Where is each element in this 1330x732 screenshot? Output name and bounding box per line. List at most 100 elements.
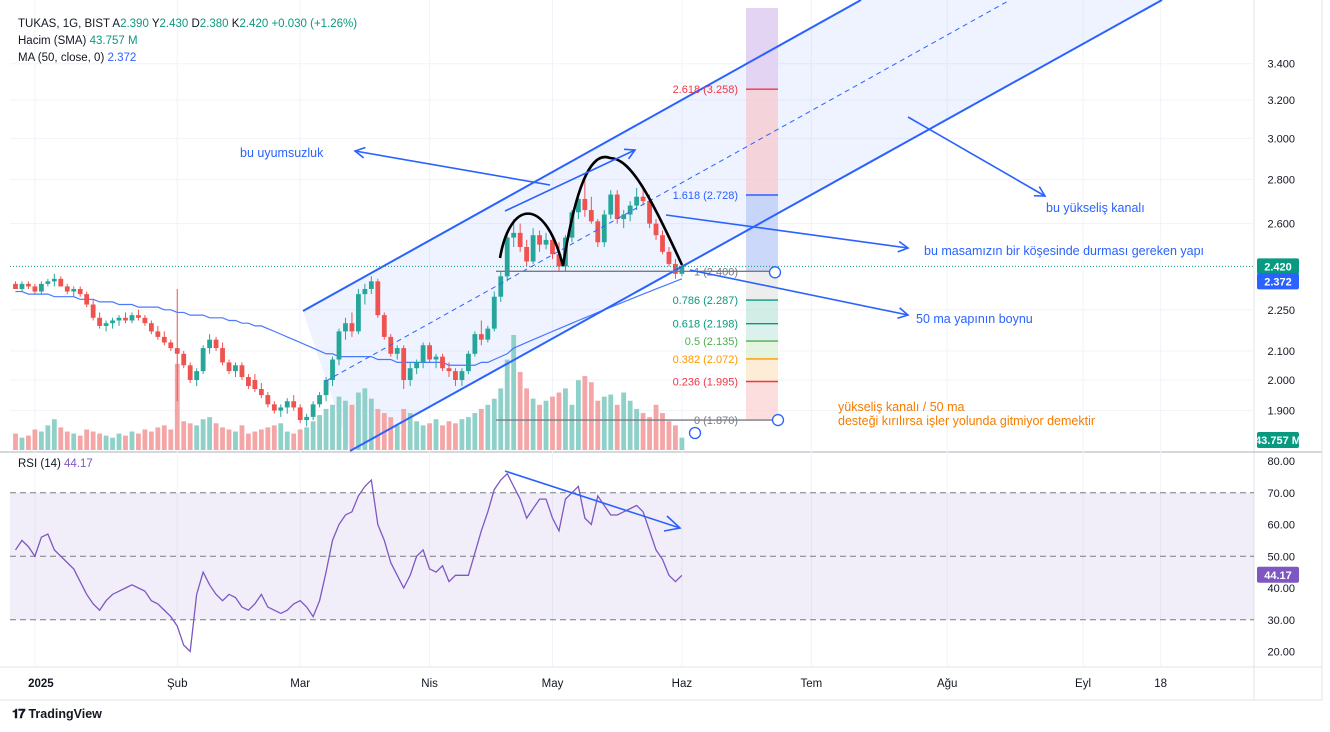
volume-bar <box>466 417 471 450</box>
candle-body <box>440 356 445 369</box>
candle-body <box>246 377 251 386</box>
channel-lower-line <box>349 0 1163 452</box>
candle <box>433 353 439 369</box>
volume-bar <box>627 400 633 450</box>
candle-body <box>220 348 225 363</box>
candle-body <box>148 323 154 332</box>
fib-zone <box>746 381 778 421</box>
fib-handle-origin <box>688 426 702 440</box>
volume-bar <box>168 429 174 450</box>
channel-top-arrow <box>504 148 637 212</box>
volume-bar <box>647 417 652 450</box>
volume-bar <box>440 425 445 450</box>
volume-bar <box>161 425 167 450</box>
candle-body <box>323 380 329 396</box>
price-tick-label: 2.800 <box>1267 174 1295 186</box>
volume-bar <box>537 404 542 450</box>
time-tick-label: Eyl <box>1075 678 1091 690</box>
candle-body <box>407 368 413 380</box>
volume-bar <box>64 431 70 450</box>
candle-body <box>356 294 361 332</box>
candle-body <box>530 235 536 262</box>
volume-bar <box>26 435 31 450</box>
candle <box>103 320 109 332</box>
volume-bar <box>252 431 258 450</box>
candle-body <box>64 286 70 292</box>
volume-bar <box>498 388 504 450</box>
candle <box>381 312 387 340</box>
volume-bar <box>291 433 297 450</box>
candle <box>608 190 614 220</box>
candle <box>32 283 38 295</box>
candle <box>200 345 206 375</box>
candle <box>129 312 135 324</box>
volume-bar <box>38 431 44 450</box>
rsi-tick-label: 20.00 <box>1267 647 1295 659</box>
annotation-text: bu masamızın bir köşesinde durması gerek… <box>924 244 1204 258</box>
volume-bar <box>504 359 510 450</box>
ohlc-values: A2.390 Y2.430 D2.380 K2.420 <box>112 18 268 30</box>
volume-bar <box>582 376 588 450</box>
rsi-divergence-shaft <box>504 470 681 529</box>
candle <box>246 374 251 390</box>
ma-price-badge: 2.372 <box>1257 273 1299 290</box>
candle-body <box>155 331 161 337</box>
ma-price-badge-text: 2.372 <box>1264 276 1292 288</box>
channel-label-arrow-head <box>1033 186 1047 197</box>
candle-body <box>284 401 290 408</box>
candle-body <box>478 334 484 340</box>
candle <box>194 368 200 386</box>
candle-body <box>446 368 452 372</box>
time-tick-label: May <box>542 678 564 690</box>
candle <box>427 342 432 363</box>
candle <box>330 356 335 386</box>
ohlc-K: K2.420 <box>229 18 268 30</box>
price-change: +0.030 (+1.26%) <box>271 18 358 30</box>
candle <box>252 374 258 393</box>
candle-body <box>466 353 471 372</box>
candle <box>310 401 316 421</box>
volume-bar <box>394 425 400 450</box>
candle <box>368 276 374 295</box>
candle-body <box>595 221 601 243</box>
volume-bar <box>543 400 549 450</box>
candles <box>13 175 685 427</box>
volume-bar <box>569 404 575 450</box>
divergence-arrow-head <box>353 146 366 159</box>
volume-bar <box>226 429 232 450</box>
candle <box>420 342 426 369</box>
candle-body <box>213 339 219 349</box>
candle <box>375 278 381 318</box>
price-tick-label: 2.100 <box>1267 346 1295 358</box>
channel-mid-line <box>325 0 1011 382</box>
volume-value: 43.757 M <box>89 35 138 47</box>
volume-bar <box>297 429 303 450</box>
candle-body <box>207 339 212 349</box>
candle-body <box>278 407 284 411</box>
ohlc-value: 2.430 <box>159 18 189 30</box>
volume-bar <box>575 380 581 450</box>
candle-body <box>233 365 238 372</box>
candle <box>543 232 549 250</box>
time-tick-label: 18 <box>1154 678 1167 690</box>
candle-body <box>504 237 510 277</box>
candle <box>136 309 141 321</box>
candle-body <box>239 365 245 378</box>
candle-body <box>271 404 277 411</box>
fib-level-label: 0.5 (2.135) <box>685 336 738 348</box>
candle <box>491 291 497 332</box>
annotation-text: desteği kırılırsa işler yolunda gitmiyor… <box>838 414 1095 428</box>
volume-badge-bg <box>1257 432 1299 448</box>
ohlc-D: D2.380 <box>188 18 228 30</box>
volume-badge: 43.757 M <box>1255 432 1301 448</box>
fib-zone <box>746 323 778 342</box>
rsi-tick-label: 70.00 <box>1267 488 1295 500</box>
tradingview-logo[interactable]: 𝟏𝟕 TradingView <box>12 706 102 722</box>
candle <box>362 283 368 305</box>
fib-level-label: 0.618 (2.198) <box>673 319 738 331</box>
cup-shape-curve <box>498 155 684 267</box>
rsi-divergence-head <box>663 515 682 532</box>
candle <box>45 278 51 287</box>
